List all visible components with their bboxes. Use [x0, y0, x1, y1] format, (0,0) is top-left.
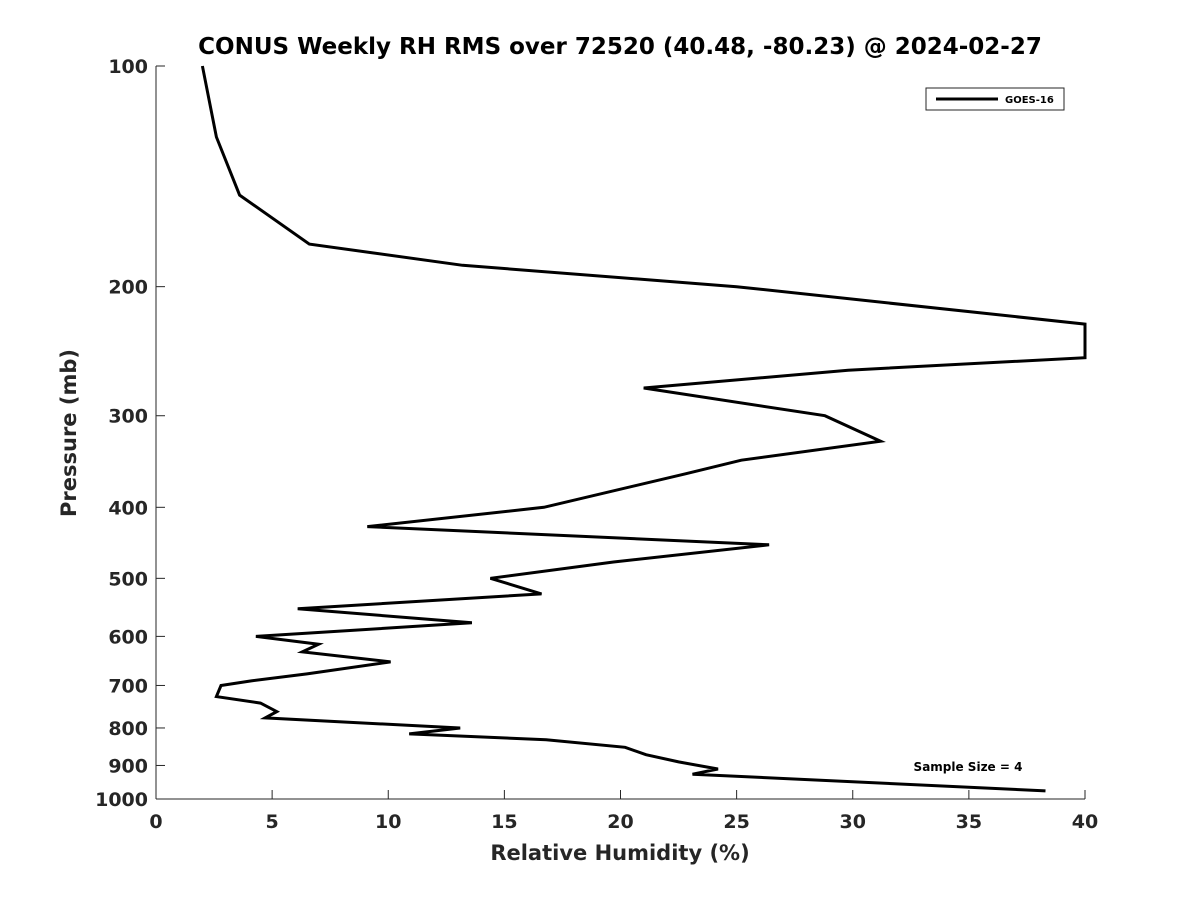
x-tick-label: 0: [149, 811, 162, 833]
legend-label-goes-16: GOES-16: [1005, 95, 1054, 106]
x-tick-label: 30: [840, 811, 866, 833]
y-tick-label: 400: [108, 497, 148, 519]
x-ticks: 0 5 10 15 20 25 30 35 40: [149, 790, 1098, 833]
y-tick-label: 500: [108, 568, 148, 590]
x-tick-label: 5: [266, 811, 279, 833]
y-tick-label: 600: [108, 626, 148, 648]
legend: GOES-16: [925, 87, 1065, 111]
x-tick-label: 35: [956, 811, 982, 833]
x-tick-label: 15: [491, 811, 517, 833]
y-tick-label: 200: [108, 277, 148, 299]
y-tick-label: 900: [108, 755, 148, 777]
x-tick-label: 10: [375, 811, 401, 833]
y-tick-label: 300: [108, 406, 148, 428]
x-axis-label: Relative Humidity (%): [490, 841, 749, 865]
x-tick-label: 40: [1072, 811, 1098, 833]
chart-title: CONUS Weekly RH RMS over 72520 (40.48, -…: [198, 34, 1042, 60]
y-tick-label: 700: [108, 675, 148, 697]
x-tick-label: 25: [723, 811, 749, 833]
y-axis-label: Pressure (mb): [57, 349, 81, 517]
y-tick-label: 800: [108, 718, 148, 740]
series-group: [200, 65, 1087, 793]
sample-size-annotation: Sample Size = 4: [914, 760, 1023, 774]
x-tick-label: 20: [607, 811, 633, 833]
axes: [155, 66, 1085, 800]
y-tick-label: 1000: [95, 789, 148, 811]
series-line-goes-16: [200, 65, 1087, 793]
y-ticks: 100 200 300 400 500 600 700 800 900 1000: [95, 56, 165, 811]
y-tick-label: 100: [108, 56, 148, 78]
